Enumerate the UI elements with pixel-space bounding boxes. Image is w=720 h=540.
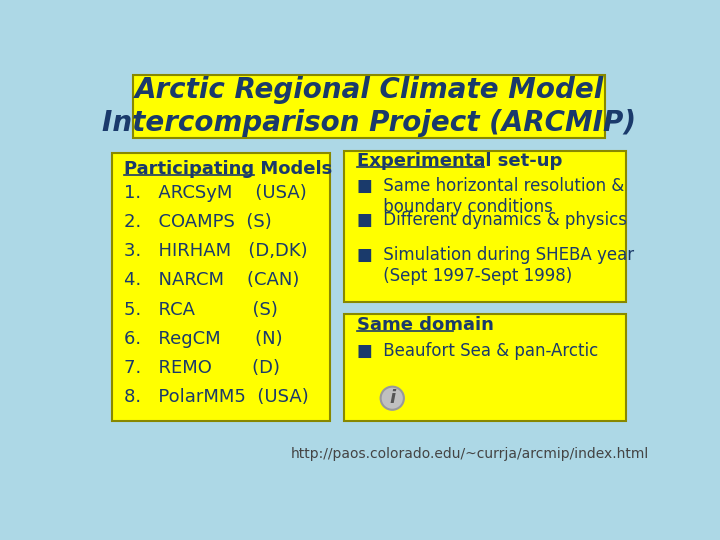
FancyBboxPatch shape bbox=[132, 75, 606, 138]
Text: ■  Same horizontal resolution &
     boundary conditions: ■ Same horizontal resolution & boundary … bbox=[356, 177, 624, 216]
Circle shape bbox=[381, 387, 404, 410]
Text: Same domain: Same domain bbox=[356, 316, 493, 334]
Text: 3.   HIRHAM   (D,DK): 3. HIRHAM (D,DK) bbox=[124, 242, 307, 260]
Text: 2.   COAMPS  (S): 2. COAMPS (S) bbox=[124, 213, 272, 231]
FancyBboxPatch shape bbox=[344, 151, 626, 302]
Text: 1.   ARCSyM    (USA): 1. ARCSyM (USA) bbox=[124, 184, 307, 201]
Text: 4.   NARCM    (CAN): 4. NARCM (CAN) bbox=[124, 272, 300, 289]
Text: ■  Beaufort Sea & pan-Arctic: ■ Beaufort Sea & pan-Arctic bbox=[356, 342, 598, 360]
Text: Experimental set-up: Experimental set-up bbox=[356, 152, 562, 170]
Text: 7.   REMO       (D): 7. REMO (D) bbox=[124, 359, 280, 377]
FancyBboxPatch shape bbox=[344, 314, 626, 421]
Text: Participating Models: Participating Models bbox=[124, 160, 333, 178]
Text: 6.   RegCM      (N): 6. RegCM (N) bbox=[124, 330, 283, 348]
Text: 5.   RCA          (S): 5. RCA (S) bbox=[124, 301, 278, 319]
Text: ■  Simulation during SHEBA year
     (Sept 1997-Sept 1998): ■ Simulation during SHEBA year (Sept 199… bbox=[356, 246, 634, 285]
FancyBboxPatch shape bbox=[112, 153, 330, 421]
Text: i: i bbox=[390, 389, 395, 407]
Text: Arctic Regional Climate Model
Intercomparison Project (ARCMIP): Arctic Regional Climate Model Intercompa… bbox=[102, 76, 636, 137]
Text: 8.   PolarMM5  (USA): 8. PolarMM5 (USA) bbox=[124, 388, 309, 407]
Text: http://paos.colorado.edu/~currja/arcmip/index.html: http://paos.colorado.edu/~currja/arcmip/… bbox=[291, 447, 649, 461]
Text: ■  Different dynamics & physics: ■ Different dynamics & physics bbox=[356, 211, 626, 229]
